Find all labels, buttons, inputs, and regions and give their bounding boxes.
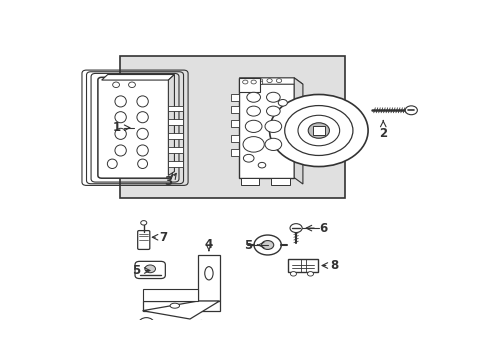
Bar xyxy=(239,78,260,92)
Ellipse shape xyxy=(115,128,126,139)
Circle shape xyxy=(257,79,262,82)
Text: 7: 7 xyxy=(159,231,167,244)
Circle shape xyxy=(246,106,260,116)
Text: 4: 4 xyxy=(204,238,213,251)
Circle shape xyxy=(290,271,296,276)
Circle shape xyxy=(405,106,417,115)
Circle shape xyxy=(269,94,367,167)
Text: 5: 5 xyxy=(132,264,140,277)
Circle shape xyxy=(266,106,280,116)
Bar xyxy=(271,177,289,185)
Circle shape xyxy=(245,120,262,132)
Circle shape xyxy=(289,224,302,233)
Polygon shape xyxy=(142,301,219,319)
Circle shape xyxy=(266,79,272,82)
Polygon shape xyxy=(101,79,169,176)
Circle shape xyxy=(261,240,273,249)
Circle shape xyxy=(307,123,329,138)
Bar xyxy=(241,177,259,185)
Polygon shape xyxy=(239,78,302,84)
Polygon shape xyxy=(168,75,174,175)
Polygon shape xyxy=(142,301,219,311)
FancyBboxPatch shape xyxy=(135,261,165,279)
Bar xyxy=(168,105,183,111)
Text: 3: 3 xyxy=(164,175,172,188)
Ellipse shape xyxy=(112,82,119,87)
Bar xyxy=(168,120,183,125)
Ellipse shape xyxy=(107,159,117,168)
Bar xyxy=(230,135,239,142)
Ellipse shape xyxy=(115,145,126,156)
Ellipse shape xyxy=(115,112,126,123)
Circle shape xyxy=(278,99,287,106)
Polygon shape xyxy=(294,78,302,184)
Ellipse shape xyxy=(137,96,148,107)
Circle shape xyxy=(258,162,265,168)
Ellipse shape xyxy=(128,82,135,87)
Text: 2: 2 xyxy=(378,127,386,140)
Circle shape xyxy=(243,136,264,152)
Circle shape xyxy=(139,318,154,329)
FancyBboxPatch shape xyxy=(138,231,149,249)
Circle shape xyxy=(250,80,256,84)
Polygon shape xyxy=(198,255,219,301)
Bar xyxy=(230,94,239,100)
Ellipse shape xyxy=(137,112,148,123)
Ellipse shape xyxy=(197,320,205,329)
Bar xyxy=(120,56,345,198)
Circle shape xyxy=(264,138,281,150)
Ellipse shape xyxy=(138,159,147,168)
Bar xyxy=(230,106,239,113)
Ellipse shape xyxy=(137,128,148,139)
Text: 5: 5 xyxy=(244,239,252,252)
Text: 1: 1 xyxy=(113,121,121,134)
Bar xyxy=(230,120,239,127)
Circle shape xyxy=(266,92,280,102)
Ellipse shape xyxy=(170,303,179,308)
Circle shape xyxy=(253,235,281,255)
Circle shape xyxy=(276,79,281,82)
Circle shape xyxy=(246,92,260,102)
Text: 8: 8 xyxy=(329,259,337,272)
Circle shape xyxy=(257,81,262,85)
Bar xyxy=(239,78,294,177)
Circle shape xyxy=(247,79,253,82)
Circle shape xyxy=(264,120,281,132)
Circle shape xyxy=(242,80,247,84)
Circle shape xyxy=(243,154,253,162)
Ellipse shape xyxy=(204,267,213,280)
Circle shape xyxy=(141,221,146,225)
Circle shape xyxy=(144,265,155,273)
Bar xyxy=(168,161,183,167)
Circle shape xyxy=(247,81,253,85)
Bar xyxy=(230,149,239,156)
Circle shape xyxy=(284,105,352,156)
Bar xyxy=(168,147,183,153)
Ellipse shape xyxy=(137,145,148,156)
Circle shape xyxy=(307,271,313,276)
Bar xyxy=(168,133,183,139)
FancyBboxPatch shape xyxy=(98,77,172,178)
Ellipse shape xyxy=(115,96,126,107)
Circle shape xyxy=(297,115,339,146)
Text: 6: 6 xyxy=(319,222,327,235)
Polygon shape xyxy=(102,75,174,80)
Bar xyxy=(312,126,324,135)
Bar xyxy=(287,259,317,273)
Polygon shape xyxy=(142,288,198,301)
